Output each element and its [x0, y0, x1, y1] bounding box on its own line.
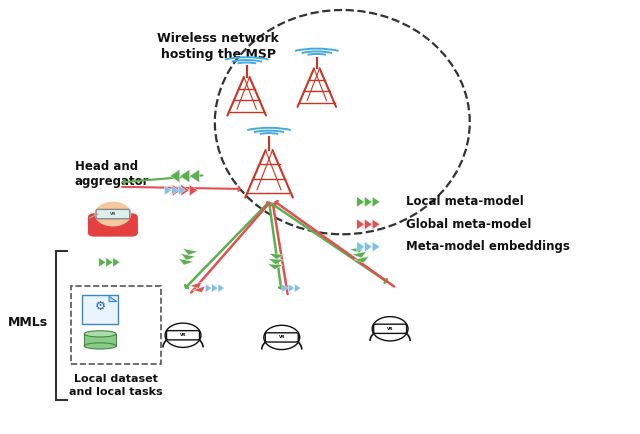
Polygon shape: [106, 257, 113, 267]
Polygon shape: [372, 242, 380, 252]
Polygon shape: [109, 296, 116, 302]
Polygon shape: [170, 169, 180, 183]
Circle shape: [264, 325, 300, 349]
Polygon shape: [205, 284, 212, 293]
Polygon shape: [269, 253, 285, 259]
Text: VR: VR: [278, 335, 285, 339]
FancyBboxPatch shape: [84, 334, 116, 346]
FancyBboxPatch shape: [96, 209, 130, 219]
Polygon shape: [179, 185, 186, 195]
Ellipse shape: [84, 343, 116, 349]
Polygon shape: [189, 282, 202, 288]
Polygon shape: [282, 284, 288, 293]
Polygon shape: [181, 253, 196, 260]
Polygon shape: [349, 247, 364, 253]
Polygon shape: [354, 256, 369, 263]
Polygon shape: [268, 264, 283, 270]
Polygon shape: [372, 219, 380, 230]
Polygon shape: [357, 242, 365, 252]
Circle shape: [372, 317, 408, 341]
Text: VR: VR: [387, 327, 394, 331]
Text: VR: VR: [109, 212, 116, 216]
Polygon shape: [372, 197, 380, 207]
Polygon shape: [172, 185, 179, 195]
Text: VR: VR: [180, 333, 186, 337]
Text: Wireless network
hosting the MSP: Wireless network hosting the MSP: [157, 32, 279, 61]
FancyBboxPatch shape: [374, 324, 406, 333]
Polygon shape: [180, 169, 189, 183]
Text: MMLs: MMLs: [8, 316, 48, 329]
Polygon shape: [173, 184, 181, 196]
Polygon shape: [193, 286, 205, 293]
Polygon shape: [164, 185, 172, 195]
Polygon shape: [365, 197, 372, 207]
Polygon shape: [365, 219, 372, 230]
Text: Local dataset
and local tasks: Local dataset and local tasks: [69, 375, 163, 397]
Polygon shape: [269, 259, 284, 264]
Polygon shape: [294, 284, 301, 293]
Polygon shape: [183, 249, 198, 255]
FancyBboxPatch shape: [88, 213, 138, 237]
Polygon shape: [189, 169, 200, 183]
Polygon shape: [99, 257, 106, 267]
Polygon shape: [365, 242, 372, 252]
Text: Meta-model embeddings: Meta-model embeddings: [406, 240, 570, 253]
Polygon shape: [352, 251, 367, 258]
Polygon shape: [218, 284, 225, 293]
Text: ⚙: ⚙: [95, 300, 106, 313]
FancyBboxPatch shape: [166, 331, 200, 340]
Text: Local meta-model: Local meta-model: [406, 195, 524, 208]
Polygon shape: [288, 284, 294, 293]
Text: Head and
aggregator: Head and aggregator: [75, 160, 149, 188]
Polygon shape: [357, 219, 365, 230]
Polygon shape: [113, 257, 120, 267]
Ellipse shape: [84, 331, 116, 337]
FancyBboxPatch shape: [83, 296, 118, 324]
Circle shape: [95, 202, 131, 227]
Polygon shape: [179, 259, 193, 265]
Polygon shape: [189, 184, 198, 196]
FancyBboxPatch shape: [265, 333, 298, 342]
Polygon shape: [212, 284, 218, 293]
Polygon shape: [357, 197, 365, 207]
Text: Global meta-model: Global meta-model: [406, 218, 531, 231]
Circle shape: [165, 323, 201, 347]
Polygon shape: [181, 184, 189, 196]
